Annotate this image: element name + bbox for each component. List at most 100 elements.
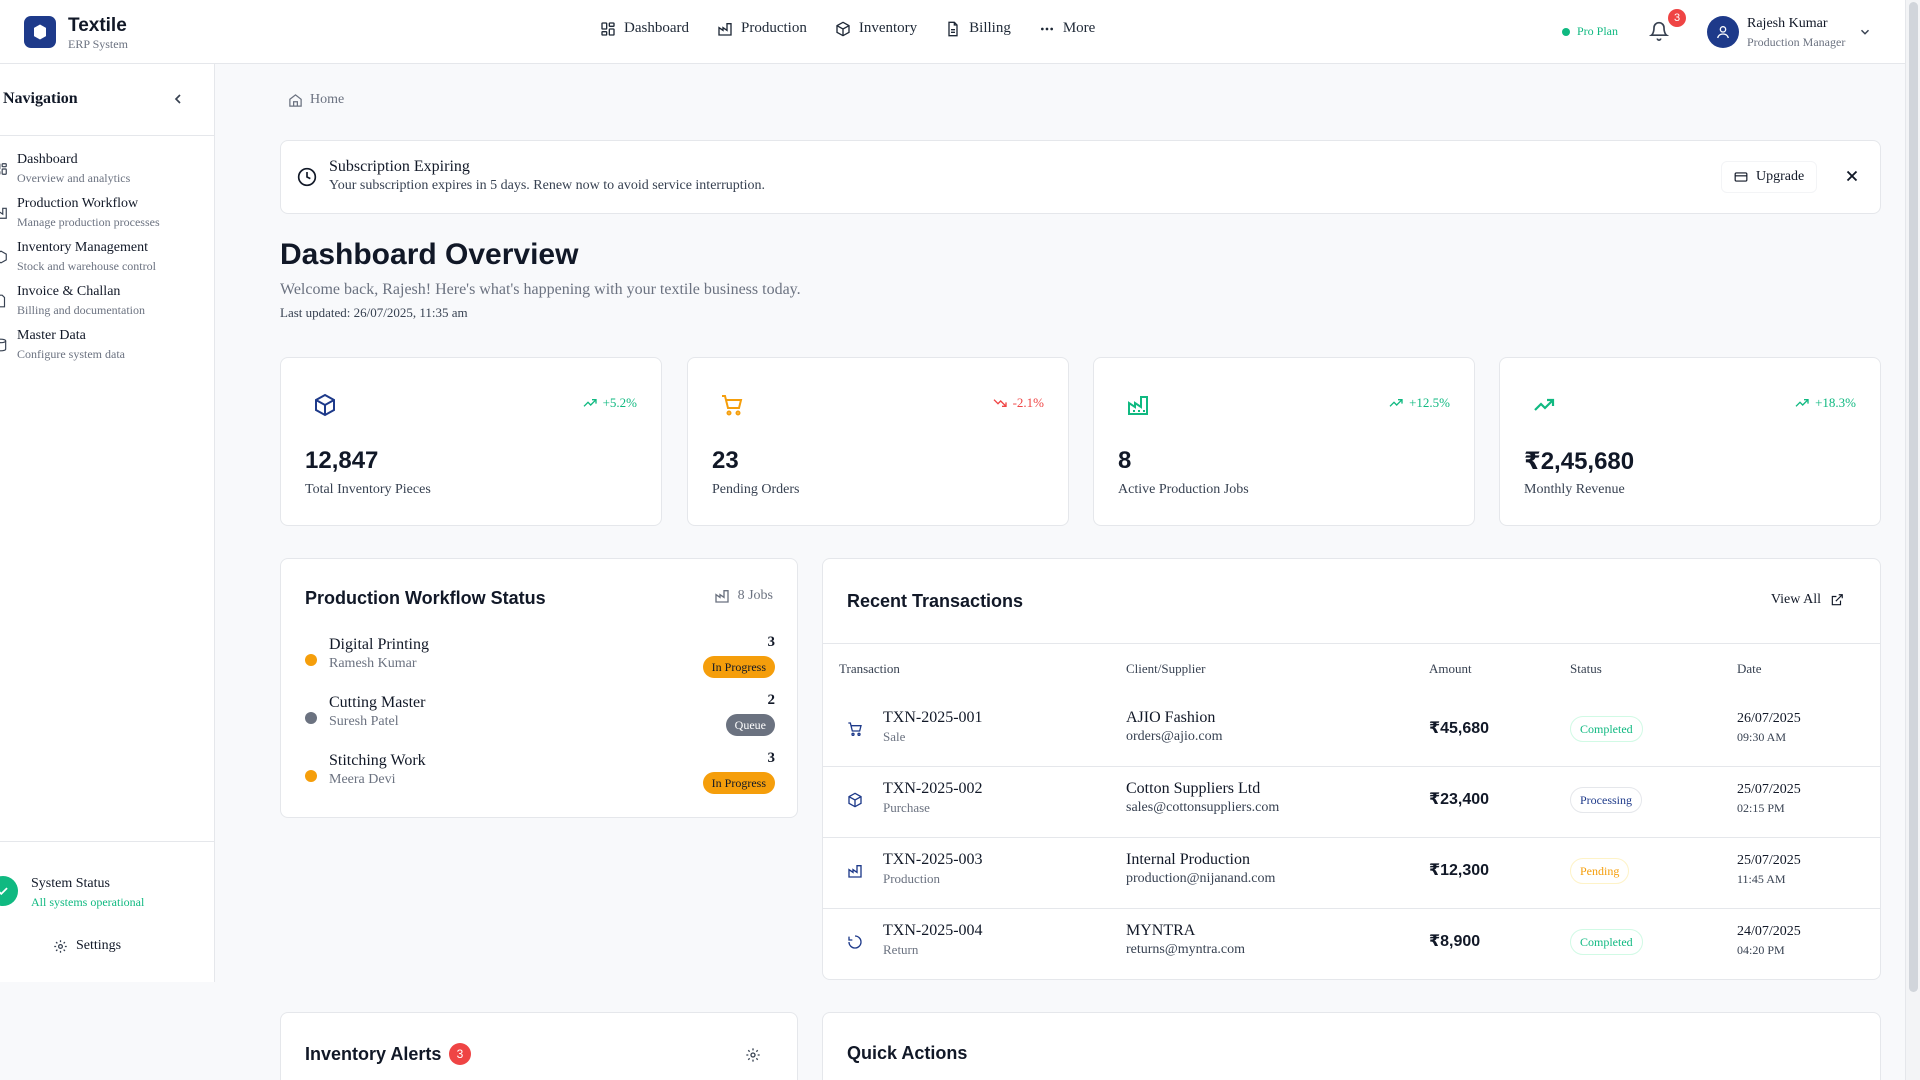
table-row[interactable]: TXN-2025-004 Return MYNTRA returns@myntr… — [823, 908, 1880, 979]
factory-icon — [714, 590, 729, 603]
sidebar-item-sub: Stock and warehouse control — [17, 259, 156, 273]
user-menu-toggle[interactable] — [1858, 25, 1872, 39]
document-icon — [948, 21, 958, 36]
box-icon — [0, 250, 7, 264]
topnav-production[interactable]: Production — [717, 20, 807, 37]
topnav-dashboard[interactable]: Dashboard — [600, 20, 689, 37]
dots-icon — [1040, 27, 1053, 30]
stat-value: ₹2,45,680 — [1524, 448, 1635, 475]
stat-card-production-jobs: +12.5% 8 Active Production Jobs — [1093, 357, 1475, 526]
workflow-item[interactable]: Cutting Master Suresh Patel 2 Queue — [305, 692, 775, 738]
quick-actions-title: Quick Actions — [847, 1043, 968, 1063]
workflow-count: 3 — [767, 750, 776, 766]
workflow-item[interactable]: Stitching Work Meera Devi 3 In Progress — [305, 750, 776, 796]
transaction-id: TXN-2025-001 — [883, 709, 983, 726]
trend-up-icon — [1389, 399, 1403, 407]
plan-label: Pro Plan — [1577, 24, 1619, 38]
transaction-time: 09:30 AM — [1737, 730, 1787, 744]
workflow-stage-name: Digital Printing — [329, 636, 429, 653]
trend-icon — [1534, 398, 1555, 411]
view-all-button[interactable]: View All — [1771, 592, 1844, 608]
transaction-type: Purchase — [883, 800, 930, 815]
table-row[interactable]: TXN-2025-002 Purchase Cotton Suppliers L… — [823, 766, 1880, 837]
transaction-date: 25/07/2025 — [1737, 782, 1801, 797]
page-subtitle: Welcome back, Rajesh! Here's what's happ… — [280, 281, 801, 298]
status-badge: In Progress — [702, 656, 775, 678]
document-icon — [0, 294, 6, 308]
workflow-item[interactable]: Digital Printing Ramesh Kumar 3 In Progr… — [305, 634, 775, 680]
gear-icon — [54, 939, 67, 953]
divider — [823, 643, 1880, 644]
sidebar-header: Navigation — [0, 64, 214, 136]
sidebar-item-invoice-challan[interactable]: Invoice & Challan Billing and documentat… — [0, 284, 214, 326]
transaction-amount: ₹23,400 — [1429, 791, 1490, 808]
client-name: Cotton Suppliers Ltd — [1126, 780, 1261, 797]
transaction-time: 04:20 PM — [1737, 943, 1785, 957]
notifications-button[interactable] — [1649, 21, 1669, 41]
user-name[interactable]: Rajesh Kumar — [1747, 16, 1828, 31]
row-divider — [823, 908, 1880, 909]
app-name: Textile — [68, 15, 127, 36]
stat-trend-value: +18.3% — [1815, 395, 1856, 410]
clock-icon — [297, 167, 317, 187]
status-badge: Pending — [1570, 858, 1630, 884]
table-row[interactable]: TXN-2025-003 Production Internal Product… — [823, 837, 1880, 908]
trend-up-icon — [1795, 399, 1809, 407]
row-divider — [823, 837, 1880, 838]
last-updated: Last updated: 26/07/2025, 11:35 am — [280, 305, 468, 320]
sidebar-item-inventory-management[interactable]: Inventory Management Stock and warehouse… — [0, 240, 214, 282]
grid-icon — [0, 163, 7, 175]
settings-label: Settings — [76, 938, 122, 953]
inventory-alerts-settings-button[interactable] — [745, 1047, 761, 1063]
top-bar: Textile ERP System Dashboard Production … — [0, 0, 1905, 64]
breadcrumb: Home — [288, 92, 344, 108]
trend-down-icon — [993, 399, 1007, 407]
user-icon — [1717, 26, 1729, 39]
app-logo[interactable] — [24, 16, 56, 48]
page-scrollbar[interactable] — [1905, 0, 1920, 1080]
client-email: production@nijanand.com — [1126, 871, 1276, 886]
table-row[interactable]: TXN-2025-001 Sale AJIO Fashion orders@aj… — [823, 695, 1880, 766]
stat-label: Active Production Jobs — [1118, 482, 1249, 497]
sidebar-item-label: Dashboard — [17, 152, 78, 167]
cart-icon — [722, 395, 743, 416]
status-check-badge — [0, 876, 18, 906]
sidebar-item-production-workflow[interactable]: Production Workflow Manage production pr… — [0, 196, 214, 238]
transaction-time: 11:45 AM — [1737, 872, 1786, 886]
external-link-icon — [1831, 594, 1843, 606]
topnav-billing[interactable]: Billing — [945, 20, 1011, 37]
transaction-type: Return — [883, 942, 919, 957]
stat-value: 12,847 — [305, 447, 379, 474]
grid-icon — [601, 21, 615, 36]
client-email: returns@myntra.com — [1126, 942, 1246, 957]
app-subtitle: ERP System — [68, 37, 128, 51]
breadcrumb-home[interactable]: Home — [310, 92, 345, 107]
sidebar-collapse-button[interactable] — [170, 91, 186, 107]
client-email: sales@cottonsuppliers.com — [1126, 800, 1280, 815]
sidebar-item-master-data[interactable]: Master Data Configure system data — [0, 328, 214, 370]
topnav-more[interactable]: More — [1039, 20, 1095, 37]
sidebar-item-label: Master Data — [17, 328, 86, 343]
topnav-inventory[interactable]: Inventory — [835, 20, 917, 37]
logo-icon — [34, 24, 46, 40]
alert-close-button[interactable] — [1843, 167, 1861, 185]
box-icon — [848, 792, 862, 808]
quick-actions-card: Quick Actions — [822, 1012, 1881, 1080]
upgrade-button[interactable]: Upgrade — [1721, 161, 1818, 193]
workflow-title: Production Workflow Status — [305, 588, 546, 608]
database-icon — [0, 338, 7, 352]
stat-trend-value: -2.1% — [1012, 395, 1044, 410]
sidebar-item-sub: Manage production processes — [17, 215, 160, 229]
inventory-alerts-card: Inventory Alerts 3 — [280, 1012, 798, 1080]
alert-title: Subscription Expiring — [329, 158, 470, 175]
column-header-status: Status — [1570, 661, 1602, 676]
stat-trend: -2.1% — [992, 395, 1044, 411]
workflow-assignee: Ramesh Kumar — [329, 656, 417, 671]
column-header-transaction: Transaction — [839, 661, 900, 676]
client-name: MYNTRA — [1126, 922, 1196, 939]
sidebar-item-dashboard[interactable]: Dashboard Overview and analytics — [0, 152, 214, 194]
scrollbar-thumb[interactable] — [1909, 2, 1918, 992]
settings-button[interactable]: Settings — [53, 938, 121, 954]
sidebar: Navigation Dashboard Overview and analyt… — [0, 64, 215, 982]
avatar[interactable] — [1707, 16, 1739, 48]
